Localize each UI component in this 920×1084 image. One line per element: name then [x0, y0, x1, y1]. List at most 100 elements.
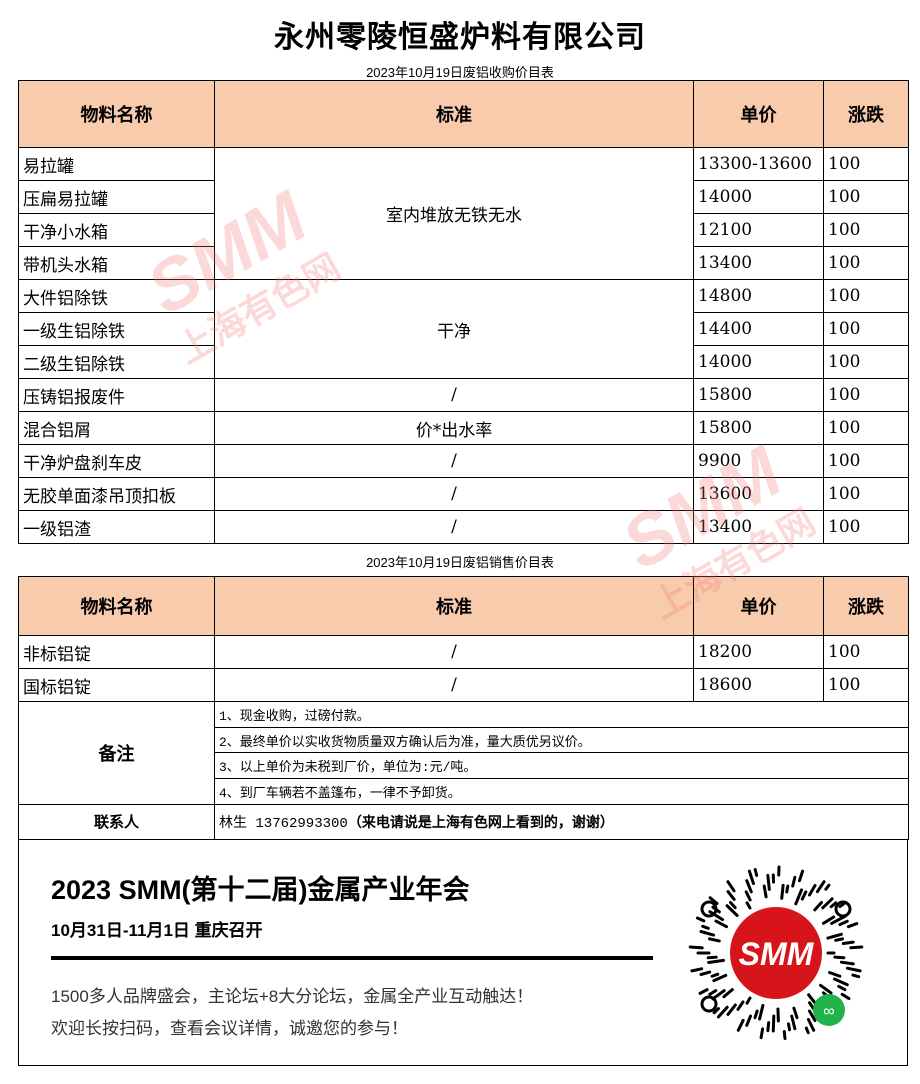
col-name: 物料名称 [18, 576, 215, 636]
cell-price: 14800 [693, 279, 824, 313]
contact-label: 联系人 [18, 803, 215, 840]
col-price: 单价 [693, 576, 824, 636]
cell-price: 13400 [693, 246, 824, 280]
col-change: 涨跌 [823, 80, 909, 148]
cell-change: 100 [823, 510, 909, 544]
cell-price: 13600 [693, 477, 824, 511]
buy-price-table: 物料名称 标准 单价 涨跌 易拉罐 室内堆放无铁无水 13300-13600 100 压… [18, 80, 909, 544]
cell-name: 带机头水箱 [18, 246, 215, 280]
company-title: 永州零陵恒盛炉料有限公司 [274, 20, 646, 55]
cell-price: 9900 [693, 444, 824, 478]
cell-standard: 室内堆放无铁无水 [214, 147, 694, 280]
cell-price: 14000 [693, 180, 824, 214]
cell-name: 混合铝屑 [18, 411, 215, 445]
sell-price-table: 物料名称 标准 单价 涨跌 非标铝锭/18200 100 国标铝锭/18600 10… [18, 576, 909, 840]
cell-change: 100 [823, 477, 909, 511]
cell-standard: / [214, 668, 694, 702]
table-row: 易拉罐 室内堆放无铁无水 13300-13600 100 [18, 147, 909, 280]
cell-standard: 干净 [214, 279, 694, 379]
banner-line2: 欢迎长按扫码，查看会议详情，诚邀您的参与！ [51, 1019, 408, 1038]
note-row: 2、最终单价以实收货物质量双方确认后为准，量大质优另议价。 [19, 726, 909, 754]
banner-headline: 2023 SMM(第十二届)金属产业年会 [51, 875, 470, 905]
table-row: 混合铝屑 价*出水率 15800 100 [18, 411, 909, 445]
cell-change: 100 [823, 147, 909, 181]
cell-price: 13400 [693, 510, 824, 544]
table-row: 压扁易拉罐 14000 100 [18, 180, 909, 214]
conference-banner[interactable]: 2023 SMM(第十二届)金属产业年会 10月31日-11月1日 重庆召开 1… [18, 840, 908, 1066]
contact-name: 林生 13762993300 [219, 815, 348, 832]
note: 3、以上单价为未税到厂价，单位为:元/吨。 [214, 752, 909, 780]
banner-date: 10月31日-11月1日 重庆召开 [51, 921, 263, 940]
col-standard: 标准 [214, 576, 694, 636]
qr-code[interactable]: SMM ∞ [687, 864, 865, 1042]
cell-standard: 价*出水率 [214, 411, 694, 445]
notes-label: 备注 [18, 701, 215, 805]
qr-pattern-icon: SMM ∞ [688, 865, 864, 1041]
table-row: 国标铝锭/18600 100 [18, 668, 909, 702]
banner-line1: 1500多人品牌盛会，主论坛+8大分论坛，金属全产业互动触达！ [51, 987, 534, 1006]
qr-logo: SMM [739, 936, 815, 972]
note: 1、现金收购，过磅付款。 [214, 701, 909, 728]
cell-change: 100 [823, 635, 909, 669]
cell-name: 非标铝锭 [18, 635, 215, 669]
table-row: 一级铝渣/13400 100 [18, 510, 909, 544]
col-price: 单价 [693, 80, 824, 148]
contact-row: 联系人 林生 13762993300（来电请说是上海有色网上看到的，谢谢） [18, 803, 909, 840]
cell-name: 一级铝渣 [18, 510, 215, 544]
cell-change: 100 [823, 668, 909, 702]
table-row: 大件铝除铁 干净 14800 100 [18, 279, 909, 379]
cell-standard: / [214, 635, 694, 669]
cell-change: 100 [823, 246, 909, 280]
table-row: 压铸铝报废件/15800 100 [18, 378, 909, 412]
cell-price: 15800 [693, 378, 824, 412]
note: 2、最终单价以实收货物质量双方确认后为准，量大质优另议价。 [214, 726, 909, 754]
cell-change: 100 [823, 345, 909, 379]
cell-price: 13300-13600 [693, 147, 824, 181]
cell-price: 12100 [693, 213, 824, 247]
cell-standard: / [214, 378, 694, 412]
table-row: 一级生铝除铁 14400 100 [18, 312, 909, 346]
cell-name: 压铸铝报废件 [18, 378, 215, 412]
table-row: 非标铝锭/18200 100 [18, 635, 909, 669]
col-name: 物料名称 [18, 80, 215, 148]
cell-standard: / [214, 477, 694, 511]
cell-change: 100 [823, 378, 909, 412]
cell-price: 15800 [693, 411, 824, 445]
table-row: 干净小水箱 12100 100 [18, 213, 909, 247]
col-standard: 标准 [214, 80, 694, 148]
svg-text:∞: ∞ [823, 1003, 834, 1020]
sell-subtitle: 2023年10月19日废铝销售价目表 [366, 555, 554, 570]
cell-standard: / [214, 444, 694, 478]
col-change: 涨跌 [823, 576, 909, 636]
divider [51, 956, 653, 960]
table-row: 带机头水箱 13400 100 [18, 246, 909, 280]
contact-note: （来电请说是上海有色网上看到的，谢谢） [347, 814, 614, 831]
cell-name: 大件铝除铁 [18, 279, 215, 313]
note-row: 备注 1、现金收购，过磅付款。 [18, 701, 909, 805]
table-row: 无胶单面漆吊顶扣板/13600 100 [18, 477, 909, 511]
note: 4、到厂车辆若不盖篷布，一律不予卸货。 [214, 778, 909, 805]
cell-name: 压扁易拉罐 [18, 180, 215, 214]
cell-change: 100 [823, 444, 909, 478]
cell-change: 100 [823, 180, 909, 214]
cell-name: 易拉罐 [18, 147, 215, 181]
cell-name: 无胶单面漆吊顶扣板 [18, 477, 215, 511]
cell-change: 100 [823, 411, 909, 445]
table-row: 干净炉盘刹车皮/9900 100 [18, 444, 909, 478]
table-header: 物料名称 标准 单价 涨跌 [18, 576, 909, 636]
buy-subtitle: 2023年10月19日废铝收购价目表 [366, 65, 554, 80]
table-row: 二级生铝除铁 14000 100 [18, 345, 909, 379]
cell-price: 18200 [693, 635, 824, 669]
note-row: 3、以上单价为未税到厂价，单位为:元/吨。 [19, 752, 909, 780]
cell-name: 干净炉盘刹车皮 [18, 444, 215, 478]
cell-name: 干净小水箱 [18, 213, 215, 247]
cell-standard: / [214, 510, 694, 544]
cell-price: 18600 [693, 668, 824, 702]
cell-change: 100 [823, 213, 909, 247]
cell-price: 14000 [693, 345, 824, 379]
cell-change: 100 [823, 312, 909, 346]
cell-name: 国标铝锭 [18, 668, 215, 702]
cell-name: 二级生铝除铁 [18, 345, 215, 379]
table-header: 物料名称 标准 单价 涨跌 [18, 80, 909, 148]
cell-price: 14400 [693, 312, 824, 346]
